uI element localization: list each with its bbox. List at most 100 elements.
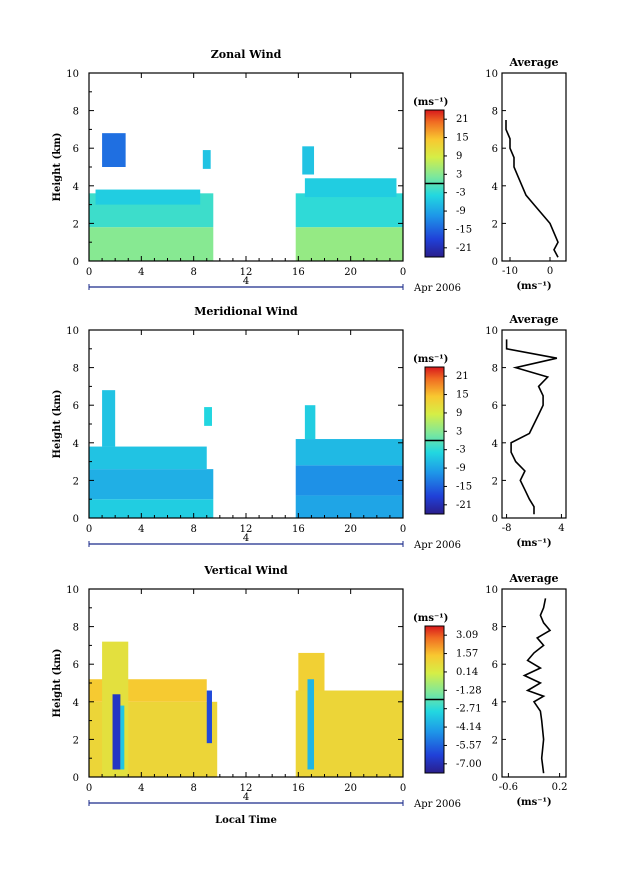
- day-axis-ends: [88, 284, 404, 290]
- average-y-tick-label: 0: [492, 514, 498, 525]
- average-y-tick-label: 0: [492, 773, 498, 784]
- colorbar-tick-label: -1.28: [456, 685, 482, 696]
- average-x-unit: (ms⁻¹): [516, 281, 551, 292]
- x-tick-label: 0: [86, 524, 92, 535]
- colorbar-tick-label: -3: [456, 188, 466, 199]
- colorbar-tick-label: 9: [456, 151, 462, 162]
- panel-title: Meridional Wind: [194, 305, 298, 318]
- x-tick-label: 12: [240, 783, 253, 794]
- colorbar-tick-label: -15: [456, 224, 472, 235]
- y-tick-label: 10: [66, 69, 79, 80]
- x-tick-label: 0: [86, 267, 92, 278]
- day-axis-ends: [88, 541, 404, 547]
- average-x-unit: (ms⁻¹): [516, 797, 551, 808]
- average-frame: [501, 72, 567, 262]
- y-tick-label: 4: [73, 182, 79, 193]
- average-y-tick-label: 6: [492, 144, 498, 155]
- heatmap-cell: [304, 405, 316, 440]
- heatmap-cell: [206, 690, 212, 744]
- heatmap-cell: [95, 189, 201, 205]
- x-tick-label: 16: [292, 267, 305, 278]
- average-y-tick-label: 6: [492, 660, 498, 671]
- colorbar-tick-label: -4.14: [456, 722, 482, 733]
- y-tick-label: 0: [73, 257, 79, 268]
- y-tick-label: 6: [73, 660, 79, 671]
- y-tick-label: 2: [73, 476, 79, 487]
- x-tick-label: 4: [138, 524, 144, 535]
- colorbar-unit: (ms⁻¹): [413, 97, 448, 108]
- average-x-tick-label: -8: [502, 523, 512, 534]
- average-y-tick-label: 10: [485, 326, 498, 337]
- average-title: Average: [508, 313, 558, 326]
- colorbar-tick-label: -21: [456, 500, 472, 511]
- y-tick-label: 4: [73, 439, 79, 450]
- x-tick-label: 8: [190, 783, 196, 794]
- day-label: 4: [243, 792, 249, 803]
- x-tick-label: 4: [138, 267, 144, 278]
- x-tick-label: 16: [292, 524, 305, 535]
- day-axis-ends: [88, 800, 404, 806]
- colorbar-tick-label: 3: [456, 426, 462, 437]
- x-tick-label: 4: [138, 783, 144, 794]
- y-tick-label: 10: [66, 585, 79, 596]
- average-x-tick-label: 0.2: [552, 782, 568, 793]
- average-y-tick-label: 10: [485, 585, 498, 596]
- average-profile-line: [522, 598, 552, 774]
- panel-2: Meridional Wind 0 2 4 6 8 10 Height (km) 0 4 8 12 16…: [52, 305, 567, 551]
- average-x-tick-label: 0: [547, 266, 553, 277]
- panel-title: Zonal Wind: [211, 48, 282, 61]
- heatmap-cell: [204, 407, 212, 426]
- heatmap-cell: [295, 439, 403, 466]
- heatmap-cell: [89, 227, 214, 261]
- average-title: Average: [508, 572, 558, 585]
- y-tick-label: 2: [73, 219, 79, 230]
- x-tick-label: 20: [344, 524, 357, 535]
- y-tick-label: 0: [73, 773, 79, 784]
- average-profile-line: [505, 339, 558, 515]
- colorbar-tick-label: -2.71: [456, 704, 482, 715]
- x-tick-label: 8: [190, 267, 196, 278]
- average-title: Average: [508, 56, 558, 69]
- colorbar-unit: (ms⁻¹): [413, 613, 448, 624]
- heatmap-cell: [202, 150, 211, 169]
- y-axis-label: Height (km): [52, 390, 63, 459]
- average-y-tick-label: 2: [492, 219, 498, 230]
- heatmap-cell: [307, 679, 315, 770]
- average-y-tick-label: 8: [492, 107, 498, 118]
- y-tick-label: 6: [73, 401, 79, 412]
- colorbar-tick-label: 9: [456, 408, 462, 419]
- heatmap-cell: [89, 469, 214, 500]
- average-profile-line: [505, 120, 559, 258]
- x-tick-label: 8: [190, 524, 196, 535]
- average-frame: [501, 329, 567, 519]
- heatmap-cell: [295, 227, 403, 261]
- colorbar-tick-label: 3.09: [456, 630, 478, 641]
- date-label: Apr 2006: [413, 540, 461, 551]
- average-y-tick-label: 2: [492, 735, 498, 746]
- heatmap-cell: [89, 446, 207, 470]
- colorbar-tick-label: 21: [456, 114, 469, 125]
- x-tick-label: 0: [400, 524, 406, 535]
- x-tick-label: 20: [344, 267, 357, 278]
- average-y-tick-label: 10: [485, 69, 498, 80]
- x-tick-label: 20: [344, 783, 357, 794]
- colorbar-tick-label: -3: [456, 445, 466, 456]
- colorbar-tick-label: 3: [456, 169, 462, 180]
- colorbar-tick-label: -9: [456, 206, 466, 217]
- y-axis-label: Height (km): [52, 649, 63, 718]
- day-label: 4: [243, 533, 249, 544]
- average-y-tick-label: 4: [492, 698, 498, 709]
- average-x-unit: (ms⁻¹): [516, 538, 551, 549]
- colorbar-tick-label: -5.57: [456, 740, 482, 751]
- y-tick-label: 0: [73, 514, 79, 525]
- heatmap-cell: [89, 499, 214, 518]
- date-label: Apr 2006: [413, 283, 461, 294]
- date-label: Apr 2006: [413, 799, 461, 810]
- y-axis-label: Height (km): [52, 133, 63, 202]
- colorbar-tick-label: -7.00: [456, 759, 482, 770]
- heatmap-cell: [304, 178, 397, 198]
- average-y-tick-label: 4: [492, 439, 498, 450]
- x-tick-label: 0: [400, 267, 406, 278]
- heatmap-cell: [295, 465, 403, 496]
